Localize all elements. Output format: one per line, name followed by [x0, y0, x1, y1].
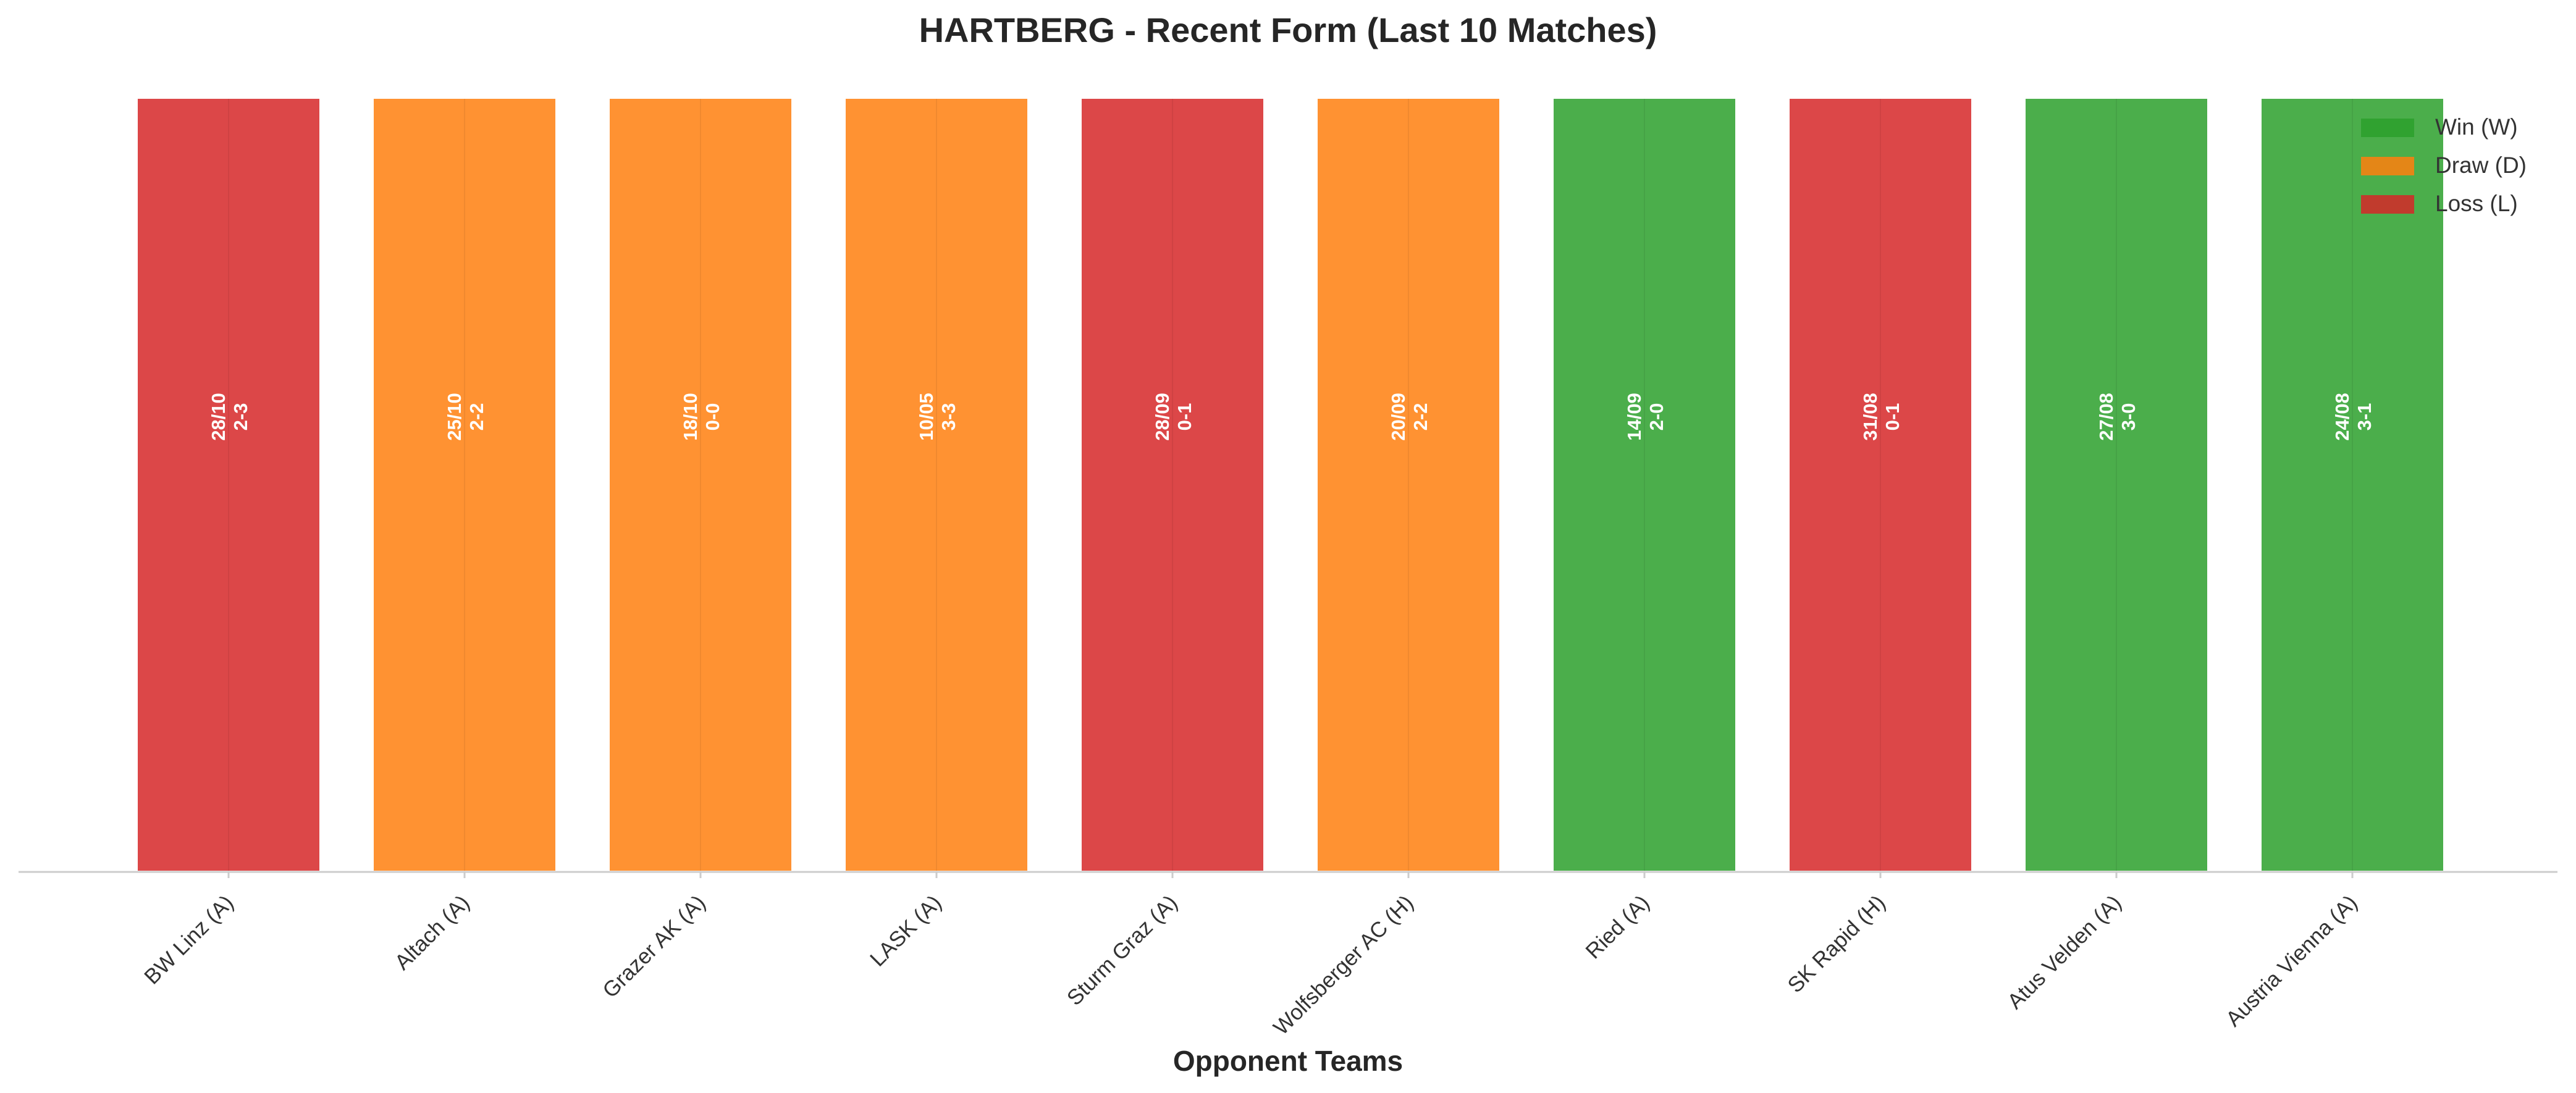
bar-data-label: 27/083-0	[2095, 393, 2139, 441]
match-date: 27/08	[2095, 393, 2117, 441]
x-tick-label: LASK (A)	[865, 890, 946, 971]
match-date: 20/09	[1387, 393, 1409, 441]
match-score: 2-0	[1646, 403, 1667, 431]
legend-label-w: Win (W)	[2435, 114, 2518, 140]
match-date: 10/05	[915, 393, 937, 441]
bars-layer: 28/102-3 25/102-2 18/100-0 10/053-3 28/090-1…	[135, 96, 2446, 873]
bar-7	[1551, 96, 1738, 873]
bar-data-label: 18/100-0	[680, 393, 723, 441]
match-score: 2-2	[1410, 403, 1431, 431]
legend: Win (W) Draw (D) Loss (L)	[2361, 114, 2527, 216]
legend-label-d: Draw (D)	[2435, 153, 2527, 178]
match-date: 18/10	[680, 393, 701, 441]
x-tick-label: BW Linz (A)	[140, 890, 238, 989]
x-tick-label: Ried (A)	[1581, 890, 1654, 963]
bar-4	[843, 96, 1030, 873]
match-score: 0-1	[1882, 403, 1903, 431]
bar-data-label: 28/090-1	[1151, 393, 1195, 441]
bar-6	[1315, 96, 1502, 873]
bar-data-label: 14/092-0	[1623, 393, 1667, 441]
match-score: 2-3	[230, 403, 251, 431]
x-axis-label: Opponent Teams	[1173, 1045, 1403, 1077]
match-score: 2-2	[466, 403, 487, 431]
match-score: 0-1	[1174, 403, 1195, 431]
match-score: 3-0	[2118, 403, 2139, 431]
bar-3	[607, 96, 794, 873]
bar-2	[371, 96, 558, 873]
x-tick-label: Altach (A)	[390, 890, 474, 974]
legend-swatch-w	[2361, 119, 2414, 137]
legend-label-l: Loss (L)	[2435, 191, 2518, 216]
x-tick-label: Austria Vienna (A)	[2221, 890, 2362, 1031]
match-date: 14/09	[1623, 393, 1645, 441]
match-date: 28/10	[208, 393, 229, 441]
x-tick-label: Atus Velden (A)	[2003, 890, 2126, 1014]
legend-swatch-d	[2361, 157, 2414, 175]
x-tick-labels: BW Linz (A) Altach (A) Grazer AK (A) LASK (…	[140, 872, 2362, 1040]
x-tick-label: Grazer AK (A)	[598, 890, 710, 1003]
bar-data-label: 20/092-2	[1387, 393, 1431, 441]
bar-5	[1079, 96, 1266, 873]
match-score: 3-1	[2354, 403, 2375, 431]
bar-10	[2259, 96, 2446, 873]
match-score: 0-0	[702, 403, 723, 431]
bar-data-label: 25/102-2	[444, 393, 487, 441]
match-score: 3-3	[938, 403, 959, 431]
chart-title: HARTBERG - Recent Form (Last 10 Matches)	[919, 10, 1657, 49]
bar-data-label: 24/083-1	[2331, 393, 2375, 441]
bar-data-label: 28/102-3	[208, 393, 251, 441]
bar-1	[135, 96, 322, 873]
x-tick-label: Wolfsberger AC (H)	[1269, 890, 1418, 1040]
match-date: 25/10	[444, 393, 465, 441]
legend-swatch-l	[2361, 195, 2414, 214]
bar-data-label: 31/080-1	[1859, 393, 1903, 441]
match-date: 28/09	[1151, 393, 1173, 441]
match-date: 24/08	[2331, 393, 2353, 441]
bar-data-label: 10/053-3	[915, 393, 959, 441]
x-tick-label: Sturm Graz (A)	[1063, 890, 1182, 1010]
match-date: 31/08	[1859, 393, 1881, 441]
x-tick-label: SK Rapid (H)	[1783, 890, 1890, 997]
